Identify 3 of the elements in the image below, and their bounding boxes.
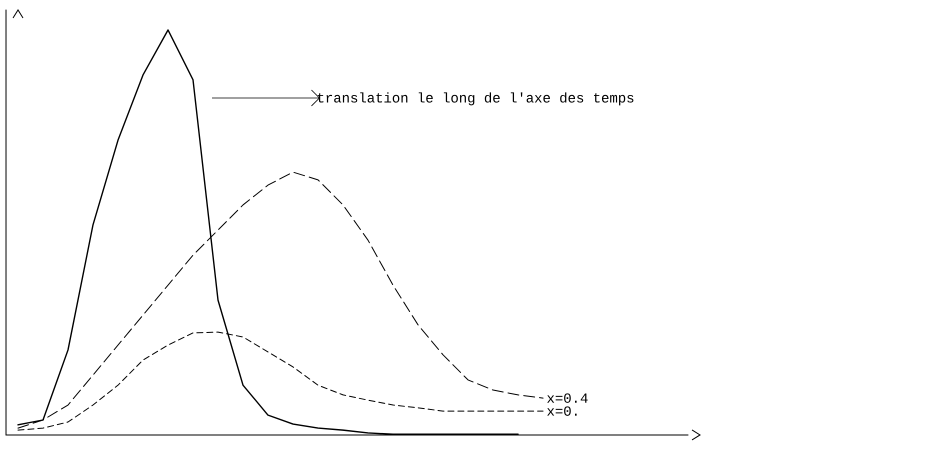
series-label: x=0.4 bbox=[547, 393, 588, 403]
annotation: translation le long de l'axe des temps bbox=[318, 92, 634, 106]
series-label: x=0. bbox=[547, 406, 577, 416]
